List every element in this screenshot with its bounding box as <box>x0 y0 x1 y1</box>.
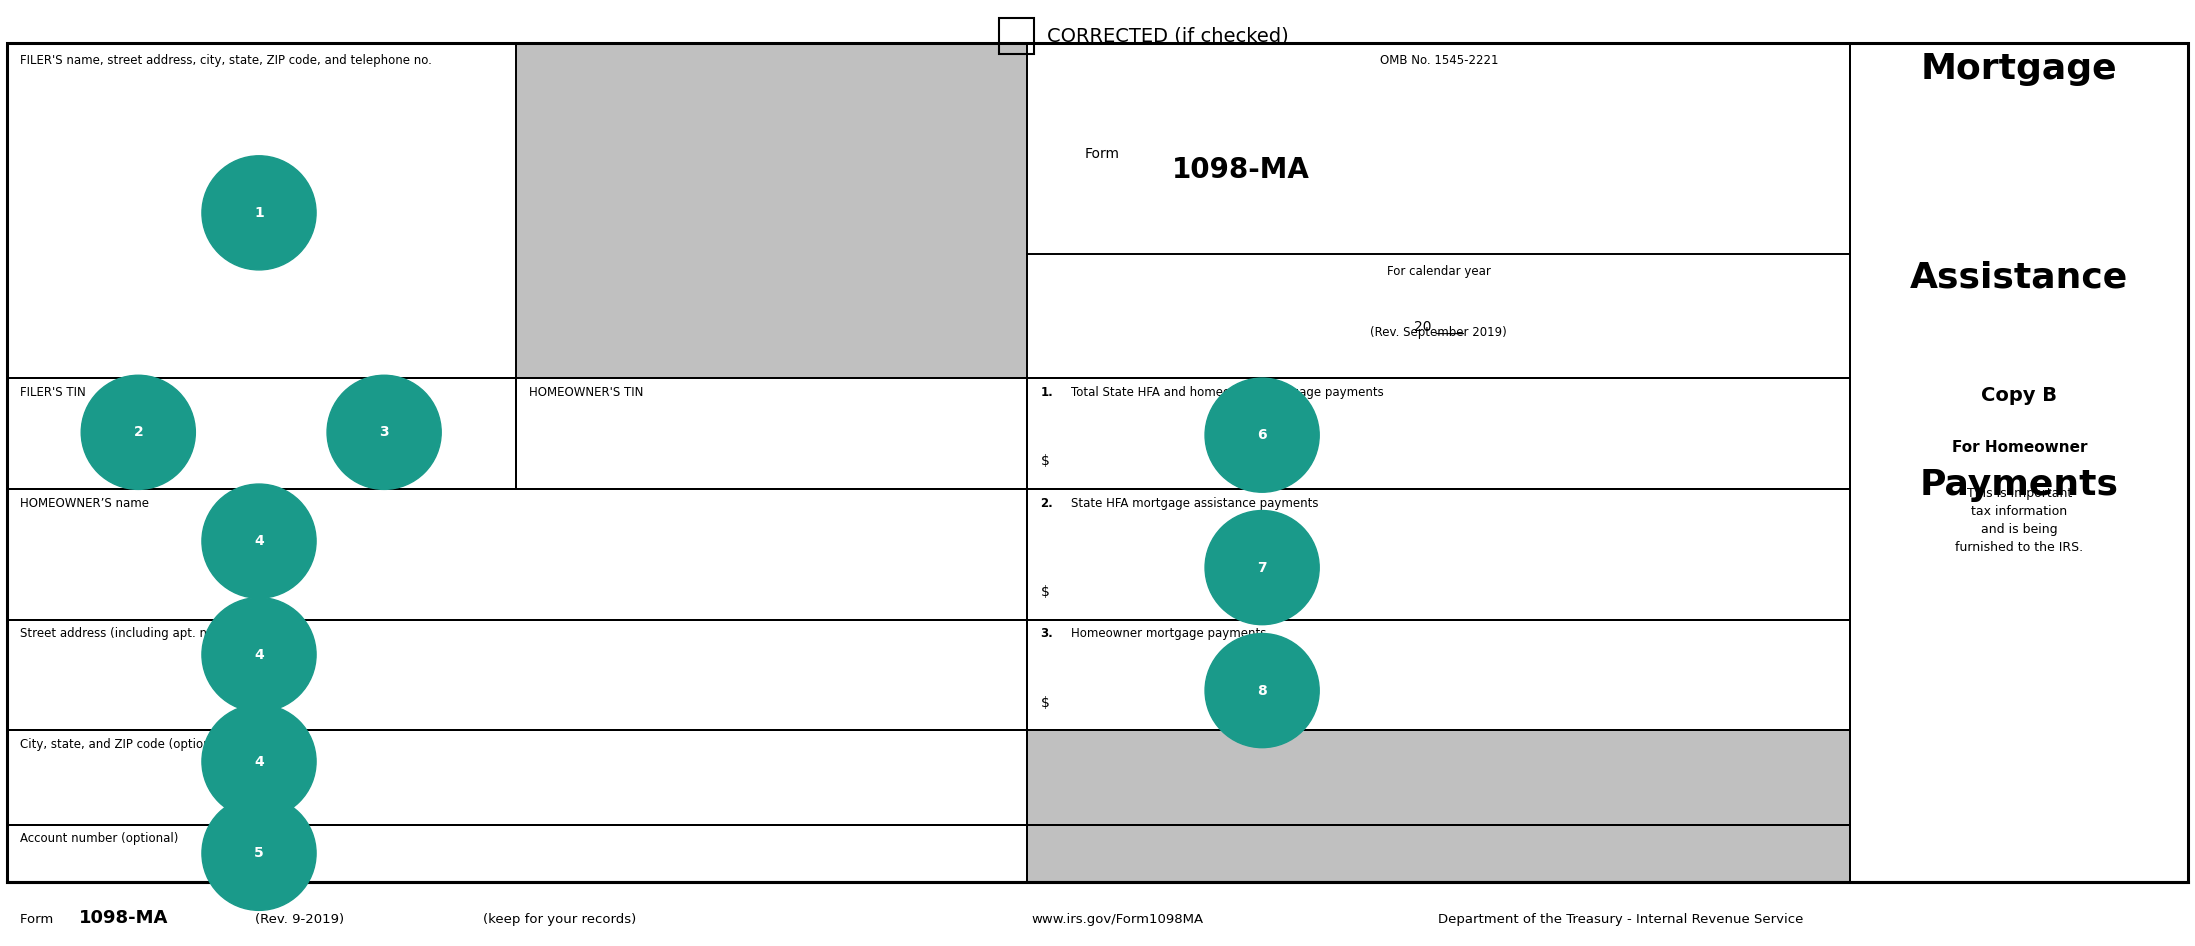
Text: OMB No. 1545-2221: OMB No. 1545-2221 <box>1381 54 1497 67</box>
Text: FILER'S TIN: FILER'S TIN <box>20 386 86 399</box>
Bar <box>7 730 1027 825</box>
Bar <box>1027 489 1850 620</box>
Bar <box>7 43 1850 378</box>
Bar <box>1027 730 1850 882</box>
Text: HOMEOWNER'S TIN: HOMEOWNER'S TIN <box>529 386 643 399</box>
Ellipse shape <box>1205 378 1319 492</box>
Ellipse shape <box>202 156 316 270</box>
Text: This is important
tax information
and is being
furnished to the IRS.: This is important tax information and is… <box>1956 487 2083 554</box>
Text: Payments: Payments <box>1921 468 2118 502</box>
Bar <box>1850 43 2188 882</box>
Text: Mortgage: Mortgage <box>1921 52 2118 86</box>
Text: 1098-MA: 1098-MA <box>1172 156 1310 184</box>
Ellipse shape <box>202 797 316 910</box>
Text: Account number (optional): Account number (optional) <box>20 832 178 846</box>
Ellipse shape <box>1205 511 1319 624</box>
Text: 1: 1 <box>255 206 263 219</box>
Text: CORRECTED (if checked): CORRECTED (if checked) <box>1047 26 1288 45</box>
Bar <box>516 378 1027 489</box>
Text: Form: Form <box>1084 147 1119 161</box>
Bar <box>7 43 2188 882</box>
Ellipse shape <box>202 484 316 598</box>
Text: 8: 8 <box>1258 684 1267 697</box>
Bar <box>7 620 1027 730</box>
Text: $: $ <box>1040 585 1049 599</box>
Bar <box>7 378 516 489</box>
Text: Form: Form <box>20 913 57 926</box>
Bar <box>7 825 1027 882</box>
Bar <box>1027 620 1850 730</box>
Text: 3: 3 <box>380 426 389 439</box>
Text: 20 ____: 20 ____ <box>1414 321 1464 334</box>
Text: Department of the Treasury - Internal Revenue Service: Department of the Treasury - Internal Re… <box>1438 913 1802 926</box>
Ellipse shape <box>202 598 316 711</box>
Text: 2: 2 <box>134 426 143 439</box>
Text: State HFA mortgage assistance payments: State HFA mortgage assistance payments <box>1071 497 1319 510</box>
Text: City, state, and ZIP code (optional): City, state, and ZIP code (optional) <box>20 738 226 751</box>
Text: HOMEOWNER’S name: HOMEOWNER’S name <box>20 497 149 510</box>
Text: For calendar year: For calendar year <box>1387 266 1490 278</box>
Text: 5: 5 <box>255 847 263 860</box>
Ellipse shape <box>202 705 316 818</box>
Text: 4: 4 <box>255 755 263 768</box>
Text: $: $ <box>1040 695 1049 710</box>
Text: (Rev. September 2019): (Rev. September 2019) <box>1370 326 1508 340</box>
Ellipse shape <box>1205 634 1319 747</box>
Text: FILER'S name, street address, city, state, ZIP code, and telephone no.: FILER'S name, street address, city, stat… <box>20 54 432 67</box>
Text: 4: 4 <box>255 648 263 661</box>
Bar <box>1027 378 1850 489</box>
Text: 7: 7 <box>1258 561 1267 574</box>
Text: Total State HFA and homeowner mortgage payments: Total State HFA and homeowner mortgage p… <box>1071 386 1383 399</box>
Text: 2.: 2. <box>1040 497 1054 510</box>
Text: Assistance: Assistance <box>1910 260 2129 294</box>
Text: Copy B: Copy B <box>1982 386 2057 405</box>
Text: For Homeowner: For Homeowner <box>1951 440 2087 455</box>
Bar <box>1027 730 1850 825</box>
Text: 4: 4 <box>255 534 263 548</box>
Text: Homeowner mortgage payments: Homeowner mortgage payments <box>1071 627 1267 640</box>
Text: Street address (including apt. no.) (optional): Street address (including apt. no.) (opt… <box>20 627 283 640</box>
Text: 1098-MA: 1098-MA <box>79 908 169 927</box>
Bar <box>999 18 1034 54</box>
Bar <box>1027 825 1850 882</box>
Text: www.irs.gov/Form1098MA: www.irs.gov/Form1098MA <box>1032 913 1203 926</box>
Text: 1.: 1. <box>1040 386 1054 399</box>
Bar <box>7 489 1027 620</box>
Bar <box>516 43 1027 378</box>
Text: 6: 6 <box>1258 429 1267 442</box>
Text: (Rev. 9-2019): (Rev. 9-2019) <box>255 913 345 926</box>
Text: $: $ <box>1040 454 1049 468</box>
Bar <box>1027 43 1850 378</box>
Text: (keep for your records): (keep for your records) <box>483 913 637 926</box>
Ellipse shape <box>81 376 195 489</box>
Ellipse shape <box>327 376 441 489</box>
Text: 3.: 3. <box>1040 627 1054 640</box>
